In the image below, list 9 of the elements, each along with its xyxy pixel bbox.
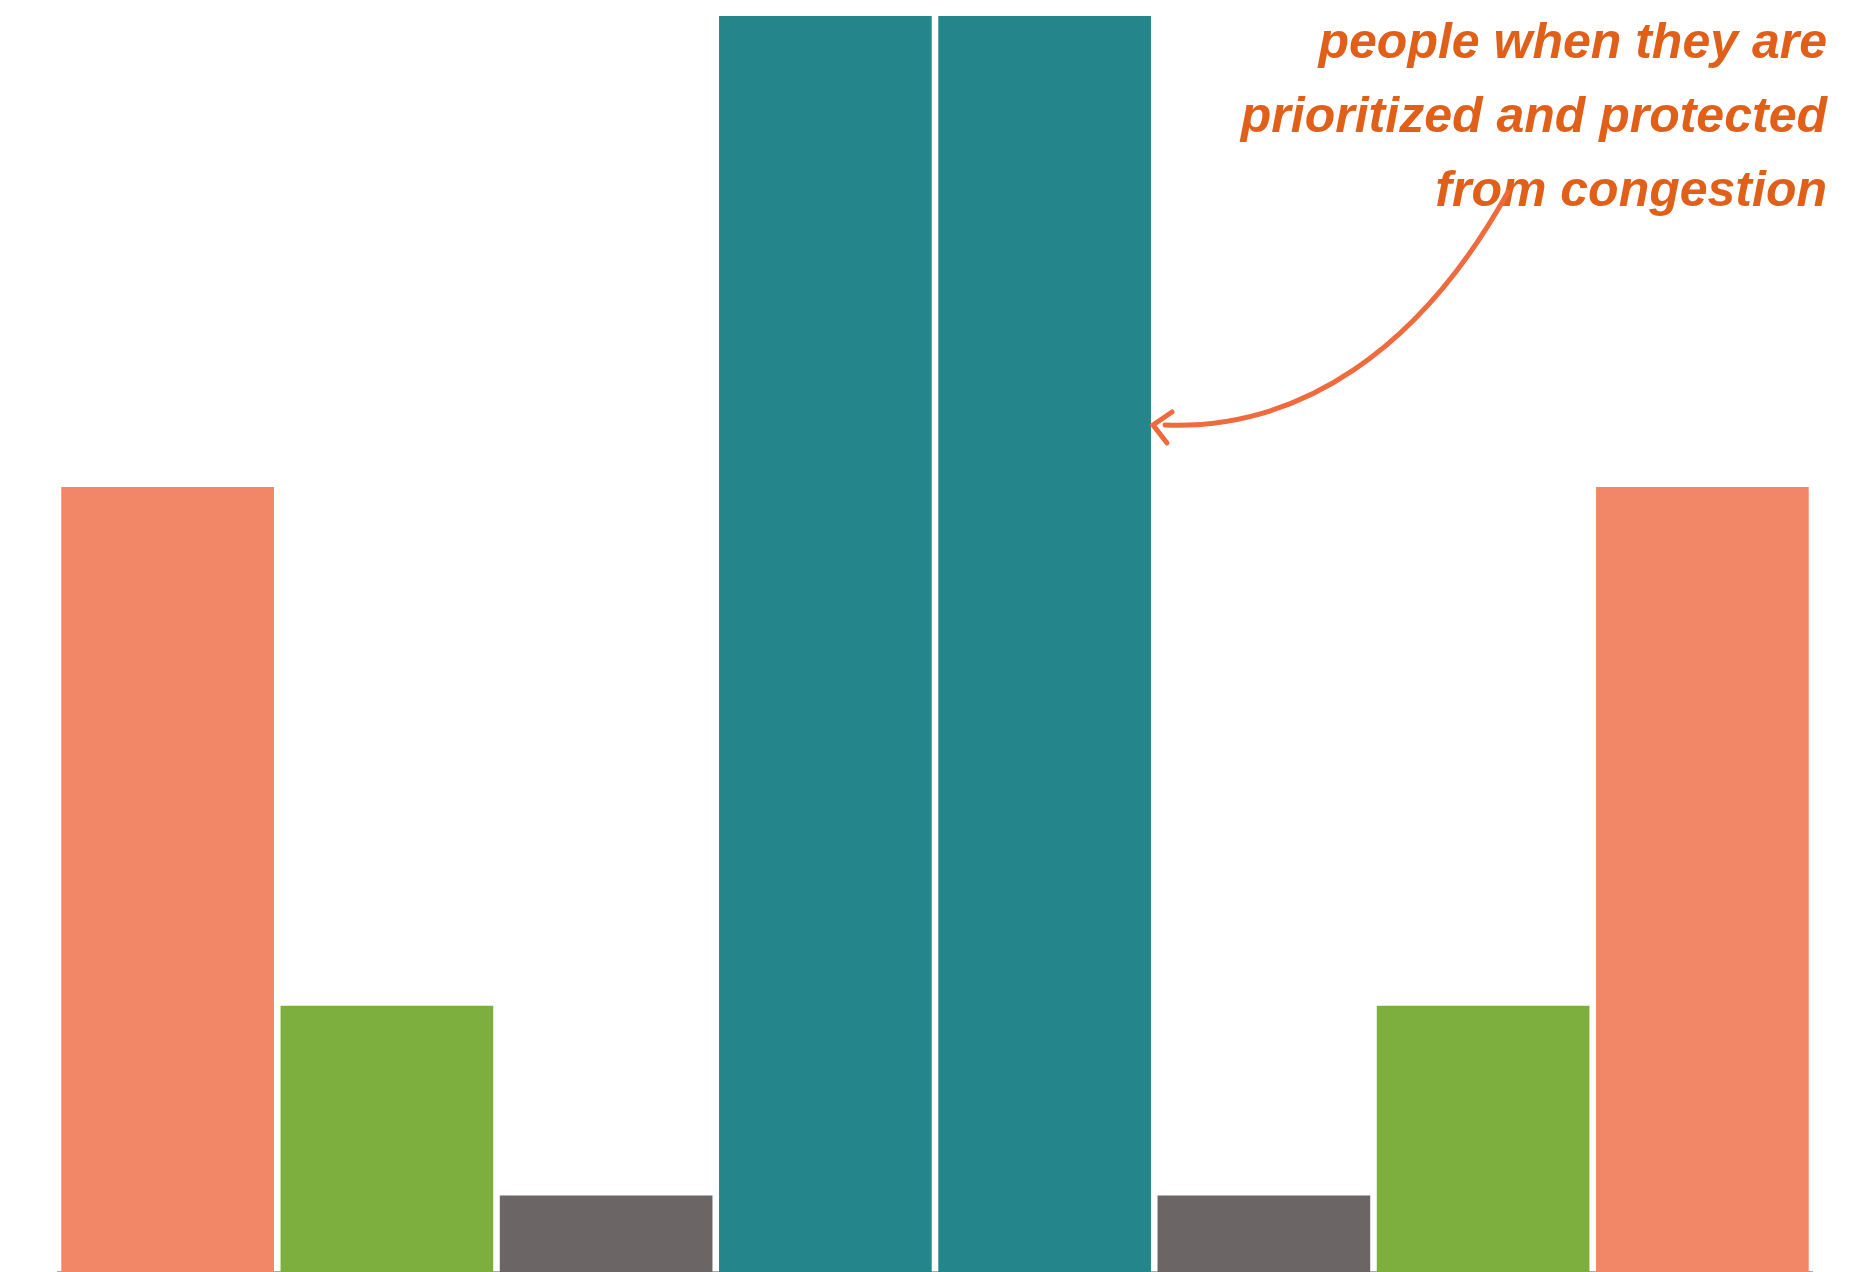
bar	[499, 1195, 713, 1272]
bar	[1596, 487, 1809, 1272]
bar	[719, 16, 932, 1272]
bar	[1376, 1005, 1590, 1272]
bar	[1157, 1195, 1371, 1272]
bar	[938, 16, 1151, 1272]
bar	[61, 487, 274, 1272]
bar	[280, 1005, 494, 1272]
annotation: people when they are prioritized and protected from congestion	[1238, 12, 1827, 219]
